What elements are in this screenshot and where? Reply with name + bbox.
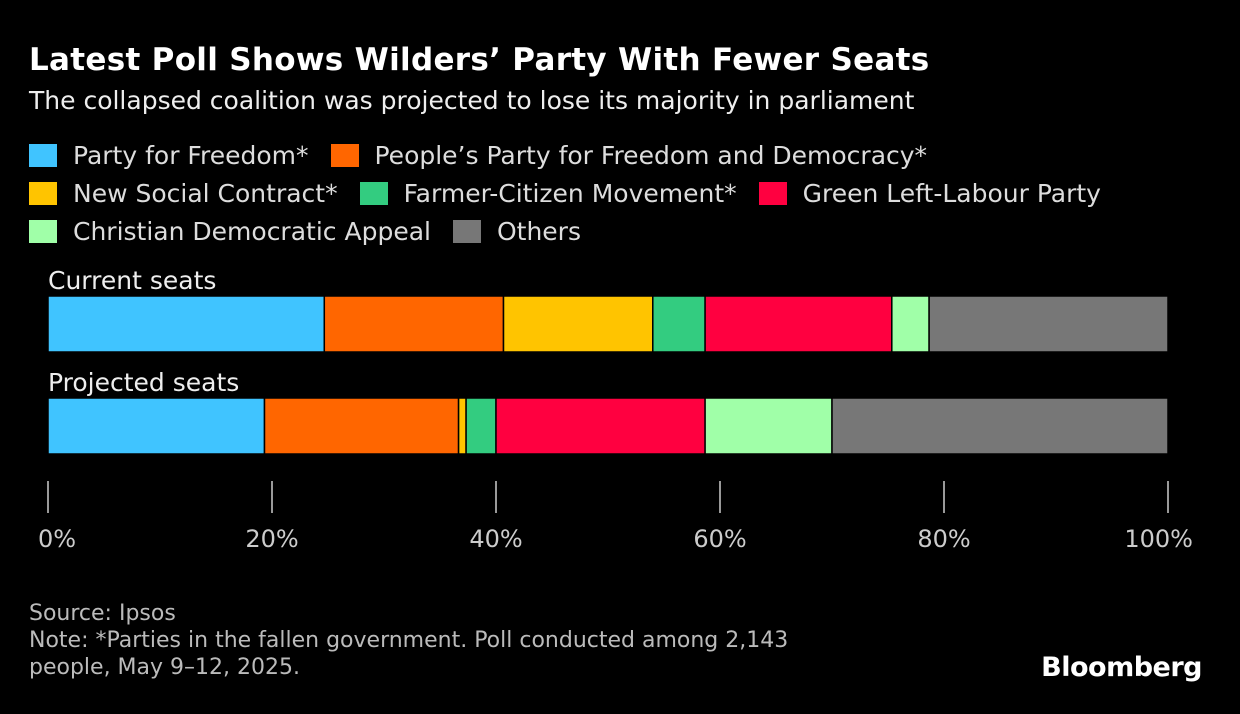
x-tick-label: 40% (469, 525, 522, 553)
note-text-2: people, May 9–12, 2025. (29, 655, 300, 680)
x-tick-label: 0% (38, 525, 76, 553)
legend-item: Christian Democratic Appeal (29, 212, 431, 250)
legend-item: Others (452, 212, 581, 250)
bar-segment (465, 397, 497, 455)
legend-swatch (359, 181, 388, 205)
legend-swatch (758, 181, 787, 205)
x-tick-label: 20% (245, 525, 298, 553)
bar-segment (704, 295, 893, 353)
bar-segment (502, 295, 654, 353)
bar-segment (47, 397, 266, 455)
row-label-current: Current seats (48, 266, 217, 295)
bar-segment (831, 397, 1169, 455)
bar-segment (495, 397, 706, 455)
legend-label: Party for Freedom* (73, 140, 309, 170)
legend-swatch (29, 181, 57, 205)
bar-segment (457, 397, 467, 455)
x-tick-label: 80% (917, 525, 970, 553)
legend: Party for Freedom* People’s Party for Fre… (29, 136, 1219, 250)
legend-label: Farmer-Citizen Movement* (403, 178, 737, 208)
legend-item: Green Left-Labour Party (758, 174, 1101, 212)
legend-label: Others (496, 216, 581, 246)
legend-label: People’s Party for Freedom and Democracy… (374, 140, 928, 170)
row-label-projected: Projected seats (48, 368, 240, 397)
legend-swatch (29, 143, 57, 167)
note-text-1: Note: *Parties in the fallen government.… (29, 628, 789, 653)
chart-title: Latest Poll Shows Wilders’ Party With Fe… (29, 42, 930, 78)
footer: Source: Ipsos Note: *Parties in the fall… (29, 600, 788, 681)
legend-item: New Social Contract* (29, 174, 338, 212)
chart-subtitle: The collapsed coalition was projected to… (29, 86, 915, 115)
bar-segment (928, 295, 1169, 353)
legend-swatch (29, 219, 57, 243)
legend-swatch (330, 143, 359, 167)
x-tick-label: 60% (693, 525, 746, 553)
legend-label: Green Left-Labour Party (802, 178, 1101, 208)
bloomberg-logo: Bloomberg (1041, 652, 1202, 683)
legend-item: People’s Party for Freedom and Democracy… (330, 136, 928, 174)
bar-segment (704, 397, 833, 455)
source-text: Source: Ipsos (29, 601, 176, 626)
bar-segment (323, 295, 505, 353)
legend-item: Party for Freedom* (29, 136, 309, 174)
bar-segment (891, 295, 930, 353)
bar-segment (47, 295, 326, 353)
bar-segment (652, 295, 706, 353)
x-tick-label: 100% (1124, 525, 1193, 553)
legend-swatch (452, 219, 481, 243)
legend-item: Farmer-Citizen Movement* (359, 174, 737, 212)
legend-label: New Social Contract* (73, 178, 338, 208)
legend-label: Christian Democratic Appeal (73, 216, 431, 246)
bar-segment (263, 397, 460, 455)
